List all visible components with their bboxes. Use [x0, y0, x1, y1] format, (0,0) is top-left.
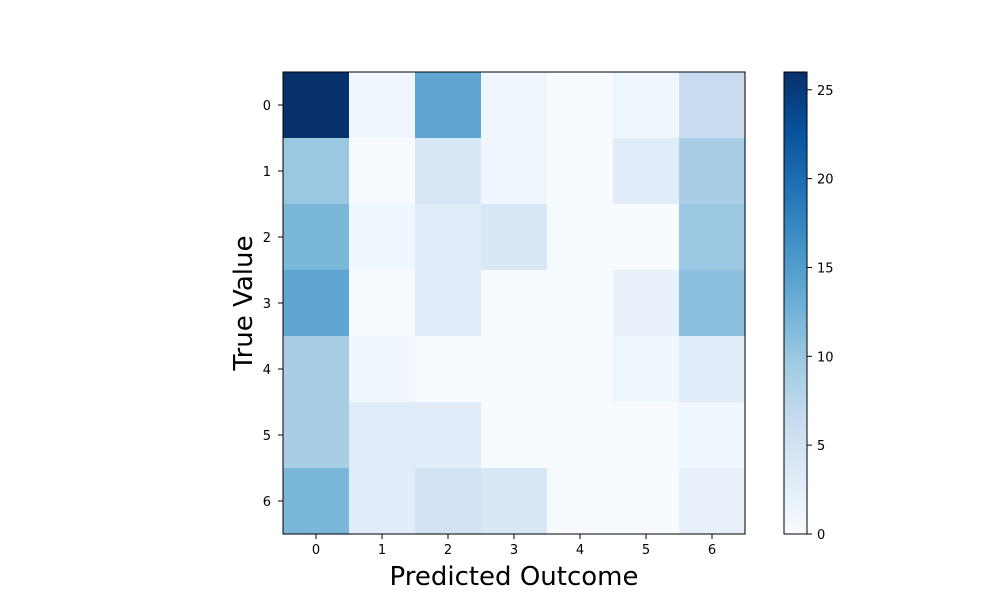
- heatmap-cell-r2-c1: [349, 204, 416, 271]
- heatmap-cell-r4-c6: [679, 336, 746, 403]
- heatmap-cell-r4-c2: [415, 336, 482, 403]
- colorbar-tick-label: 25: [817, 84, 834, 99]
- heatmap-cell-r5-c4: [547, 402, 614, 469]
- colorbar: [783, 71, 808, 535]
- heatmap-cell-r3-c1: [349, 270, 416, 337]
- heatmap-cell-r3-c4: [547, 270, 614, 337]
- heatmap-cell-r4-c5: [613, 336, 680, 403]
- heatmap-cell-r2-c2: [415, 204, 482, 271]
- x-tick-label: 5: [642, 543, 650, 558]
- heatmap-cell-r4-c4: [547, 336, 614, 403]
- heatmap-cell-r3-c3: [481, 270, 548, 337]
- heatmap-cell-r6-c0: [283, 468, 350, 535]
- heatmap-cell-r0-c2: [415, 72, 482, 139]
- x-tick-label: 0: [312, 543, 320, 558]
- heatmap-cell-r6-c6: [679, 468, 746, 535]
- heatmap-cell-r5-c5: [613, 402, 680, 469]
- heatmap-cell-r0-c0: [283, 72, 350, 139]
- heatmap-cell-r6-c4: [547, 468, 614, 535]
- heatmap-cell-r0-c1: [349, 72, 416, 139]
- heatmap-cell-r6-c3: [481, 468, 548, 535]
- heatmap-cell-r5-c3: [481, 402, 548, 469]
- y-tick-label: 2: [263, 231, 271, 246]
- heatmap-cell-r1-c5: [613, 138, 680, 205]
- x-tick-label: 6: [708, 543, 716, 558]
- heatmap-cell-r1-c3: [481, 138, 548, 205]
- heatmap-cell-r6-c2: [415, 468, 482, 535]
- x-axis-ticks: 0 1 2 3 4 5 6: [312, 534, 716, 558]
- heatmap-cell-r0-c3: [481, 72, 548, 139]
- heatmap-cell-r6-c1: [349, 468, 416, 535]
- y-tick-label: 0: [263, 99, 271, 114]
- heatmap-cells: [283, 72, 746, 535]
- heatmap-cell-r1-c2: [415, 138, 482, 205]
- heatmap-cell-r3-c0: [283, 270, 350, 337]
- x-tick-label: 2: [444, 543, 452, 558]
- colorbar-tick-label: 0: [817, 528, 825, 543]
- colorbar-tick-label: 15: [817, 261, 834, 276]
- heatmap-cell-r3-c5: [613, 270, 680, 337]
- colorbar-tick-label: 5: [817, 439, 825, 454]
- heatmap-cell-r5-c6: [679, 402, 746, 469]
- heatmap-cell-r0-c5: [613, 72, 680, 139]
- heatmap-cell-r2-c4: [547, 204, 614, 271]
- heatmap-cell-r2-c5: [613, 204, 680, 271]
- x-axis-label: Predicted Outcome: [390, 562, 639, 592]
- colorbar-tick-label: 10: [817, 350, 834, 365]
- heatmap-cell-r0-c6: [679, 72, 746, 139]
- x-tick-label: 1: [378, 543, 386, 558]
- heatmap-cell-r1-c1: [349, 138, 416, 205]
- heatmap-cell-r4-c0: [283, 336, 350, 403]
- heatmap-cell-r1-c6: [679, 138, 746, 205]
- x-tick-label: 4: [576, 543, 584, 558]
- heatmap-cell-r3-c2: [415, 270, 482, 337]
- y-tick-label: 1: [263, 165, 271, 180]
- heatmap-cell-r0-c4: [547, 72, 614, 139]
- heatmap-cell-r5-c2: [415, 402, 482, 469]
- heatmap-cell-r2-c6: [679, 204, 746, 271]
- heatmap-cell-r4-c3: [481, 336, 548, 403]
- y-tick-label: 6: [263, 495, 271, 510]
- y-tick-label: 3: [263, 297, 271, 312]
- heatmap-cell-r5-c0: [283, 402, 350, 469]
- heatmap-cell-r2-c0: [283, 204, 350, 271]
- colorbar-tick-label: 20: [817, 173, 834, 188]
- colorbar-ticks: 0 5 10 15 20 25: [807, 84, 834, 543]
- y-axis-ticks: 0 1 2 3 4 5 6: [263, 99, 283, 510]
- heatmap-cell-r1-c0: [283, 138, 350, 205]
- y-tick-label: 5: [263, 429, 271, 444]
- heatmap-cell-r2-c3: [481, 204, 548, 271]
- heatmap-cell-r3-c6: [679, 270, 746, 337]
- heatmap-cell-r4-c1: [349, 336, 416, 403]
- y-axis-label: True Value: [229, 236, 259, 372]
- y-tick-label: 4: [263, 363, 271, 378]
- heatmap-cell-r6-c5: [613, 468, 680, 535]
- heatmap-cell-r1-c4: [547, 138, 614, 205]
- heatmap-cell-r5-c1: [349, 402, 416, 469]
- x-tick-label: 3: [510, 543, 518, 558]
